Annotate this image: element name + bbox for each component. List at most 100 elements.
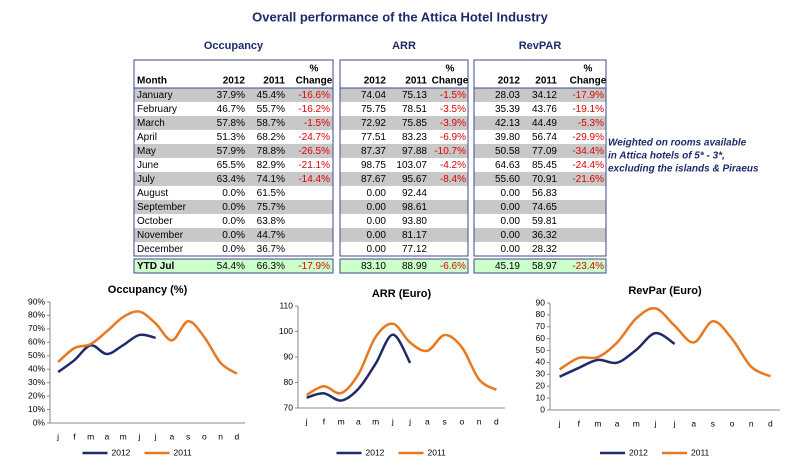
table-cell: 50.58: [495, 146, 520, 157]
table-cell: -1.5%: [440, 90, 466, 101]
y-tick-label: 40%: [28, 363, 45, 373]
table-cell: 0.0%: [222, 202, 245, 213]
table-cell: 78.8%: [257, 146, 285, 157]
y-tick-label: 20%: [28, 390, 45, 400]
table-cell: 75.85: [402, 118, 427, 129]
table-cell: 63.4%: [217, 174, 245, 185]
table-cell: January: [137, 90, 173, 101]
column-header: 2011: [535, 76, 557, 87]
x-tick-label: j: [673, 418, 676, 428]
table-cell: -17.9%: [572, 90, 604, 101]
x-tick-label: n: [218, 431, 223, 441]
table-cell: October: [137, 216, 173, 227]
y-tick-label: 0%: [33, 417, 46, 427]
table-cell: 58.7%: [257, 118, 285, 129]
table-cell: -34.4%: [572, 146, 604, 157]
table-cell: 57.8%: [217, 118, 245, 129]
table-cell: -23.4%: [572, 261, 604, 272]
table-cell: 54.4%: [217, 261, 245, 272]
table-cell: 51.3%: [217, 132, 245, 143]
x-tick-label: a: [170, 431, 175, 441]
table-cell: 77.09: [532, 146, 557, 157]
table-cell: 98.61: [402, 202, 427, 213]
table-cell: -24.4%: [572, 160, 604, 171]
table-cell: -19.1%: [572, 104, 604, 115]
table-cell: 68.2%: [257, 132, 285, 143]
table-cell: 81.17: [402, 230, 427, 241]
table-cell: 63.8%: [257, 216, 285, 227]
series-line: [57, 333, 156, 374]
row-shade: [134, 116, 333, 130]
row-shade: [340, 172, 468, 186]
table-cell: 88.99: [402, 261, 427, 272]
table-cell: 87.37: [361, 146, 386, 157]
table-block: [133, 59, 334, 257]
table-cell: 0.00: [501, 230, 521, 241]
table-cell: YTD Jul: [137, 261, 174, 272]
note: in Attica hotels of 5* - 3*,: [608, 151, 725, 162]
legend-label: 2012: [366, 447, 385, 457]
x-tick-label: d: [235, 431, 240, 441]
table-cell: 0.0%: [222, 244, 245, 255]
table-cell: April: [137, 132, 157, 143]
table-cell: 0.00: [501, 244, 521, 255]
table-cell: 39.80: [495, 132, 520, 143]
table-cell: 61.5%: [257, 188, 285, 199]
column-header: 2012: [364, 76, 387, 87]
column-header: Change: [296, 76, 333, 87]
y-tick-label: 70%: [28, 323, 45, 333]
table-cell: September: [137, 202, 187, 213]
row-shade: [340, 144, 468, 158]
table-cell: 56.74: [532, 132, 557, 143]
x-tick-label: j: [391, 416, 394, 426]
legend-label: 2011: [691, 447, 710, 457]
table-cell: -17.9%: [298, 261, 330, 272]
table-cell: -29.9%: [572, 132, 604, 143]
group-title: Occupancy: [204, 40, 264, 52]
x-tick-label: f: [323, 416, 326, 426]
table-cell: 98.75: [361, 160, 386, 171]
table-cell: -21.1%: [298, 160, 330, 171]
row-shade: [134, 228, 333, 242]
table-cell: 78.51: [402, 104, 427, 115]
table-cell: 83.10: [361, 261, 386, 272]
table-cell: 45.19: [495, 261, 520, 272]
row-shade: [134, 88, 333, 102]
x-tick-label: j: [558, 418, 561, 428]
y-tick-label: 90: [536, 297, 546, 307]
y-tick-label: 20: [536, 380, 546, 390]
group-title: ARR: [392, 40, 416, 52]
legend-label: 2011: [174, 447, 193, 457]
y-tick-label: 0: [540, 404, 545, 414]
table-cell: 0.00: [367, 230, 387, 241]
column-header: %: [310, 64, 319, 75]
table-cell: -16.6%: [298, 90, 330, 101]
row-shade: [474, 116, 606, 130]
chart-title: ARR (Euro): [372, 288, 432, 300]
table-cell: -1.5%: [304, 118, 330, 129]
y-tick-label: 110: [279, 300, 293, 310]
x-tick-label: n: [749, 418, 754, 428]
table-cell: May: [137, 146, 156, 157]
table-cell: 37.9%: [217, 90, 245, 101]
row-shade: [134, 200, 333, 214]
table-cell: 35.39: [495, 104, 520, 115]
table-cell: 66.3%: [257, 261, 285, 272]
column-header: Change: [432, 76, 469, 87]
table-cell: 34.12: [532, 90, 557, 101]
table-cell: 97.88: [402, 146, 427, 157]
table-block: [473, 59, 607, 257]
table-cell: 0.00: [367, 244, 387, 255]
row-shade: [474, 228, 606, 242]
chart-title: Occupancy (%): [108, 284, 188, 296]
column-header: Change: [570, 76, 607, 87]
table-cell: 74.04: [361, 90, 386, 101]
column-header: 2012: [498, 76, 521, 87]
x-tick-label: j: [653, 418, 656, 428]
row-shade: [340, 228, 468, 242]
y-tick-label: 80: [536, 309, 546, 319]
x-tick-label: j: [408, 416, 411, 426]
row-shade: [474, 200, 606, 214]
table-cell: 64.63: [495, 160, 520, 171]
table-cell: 83.23: [402, 132, 427, 143]
